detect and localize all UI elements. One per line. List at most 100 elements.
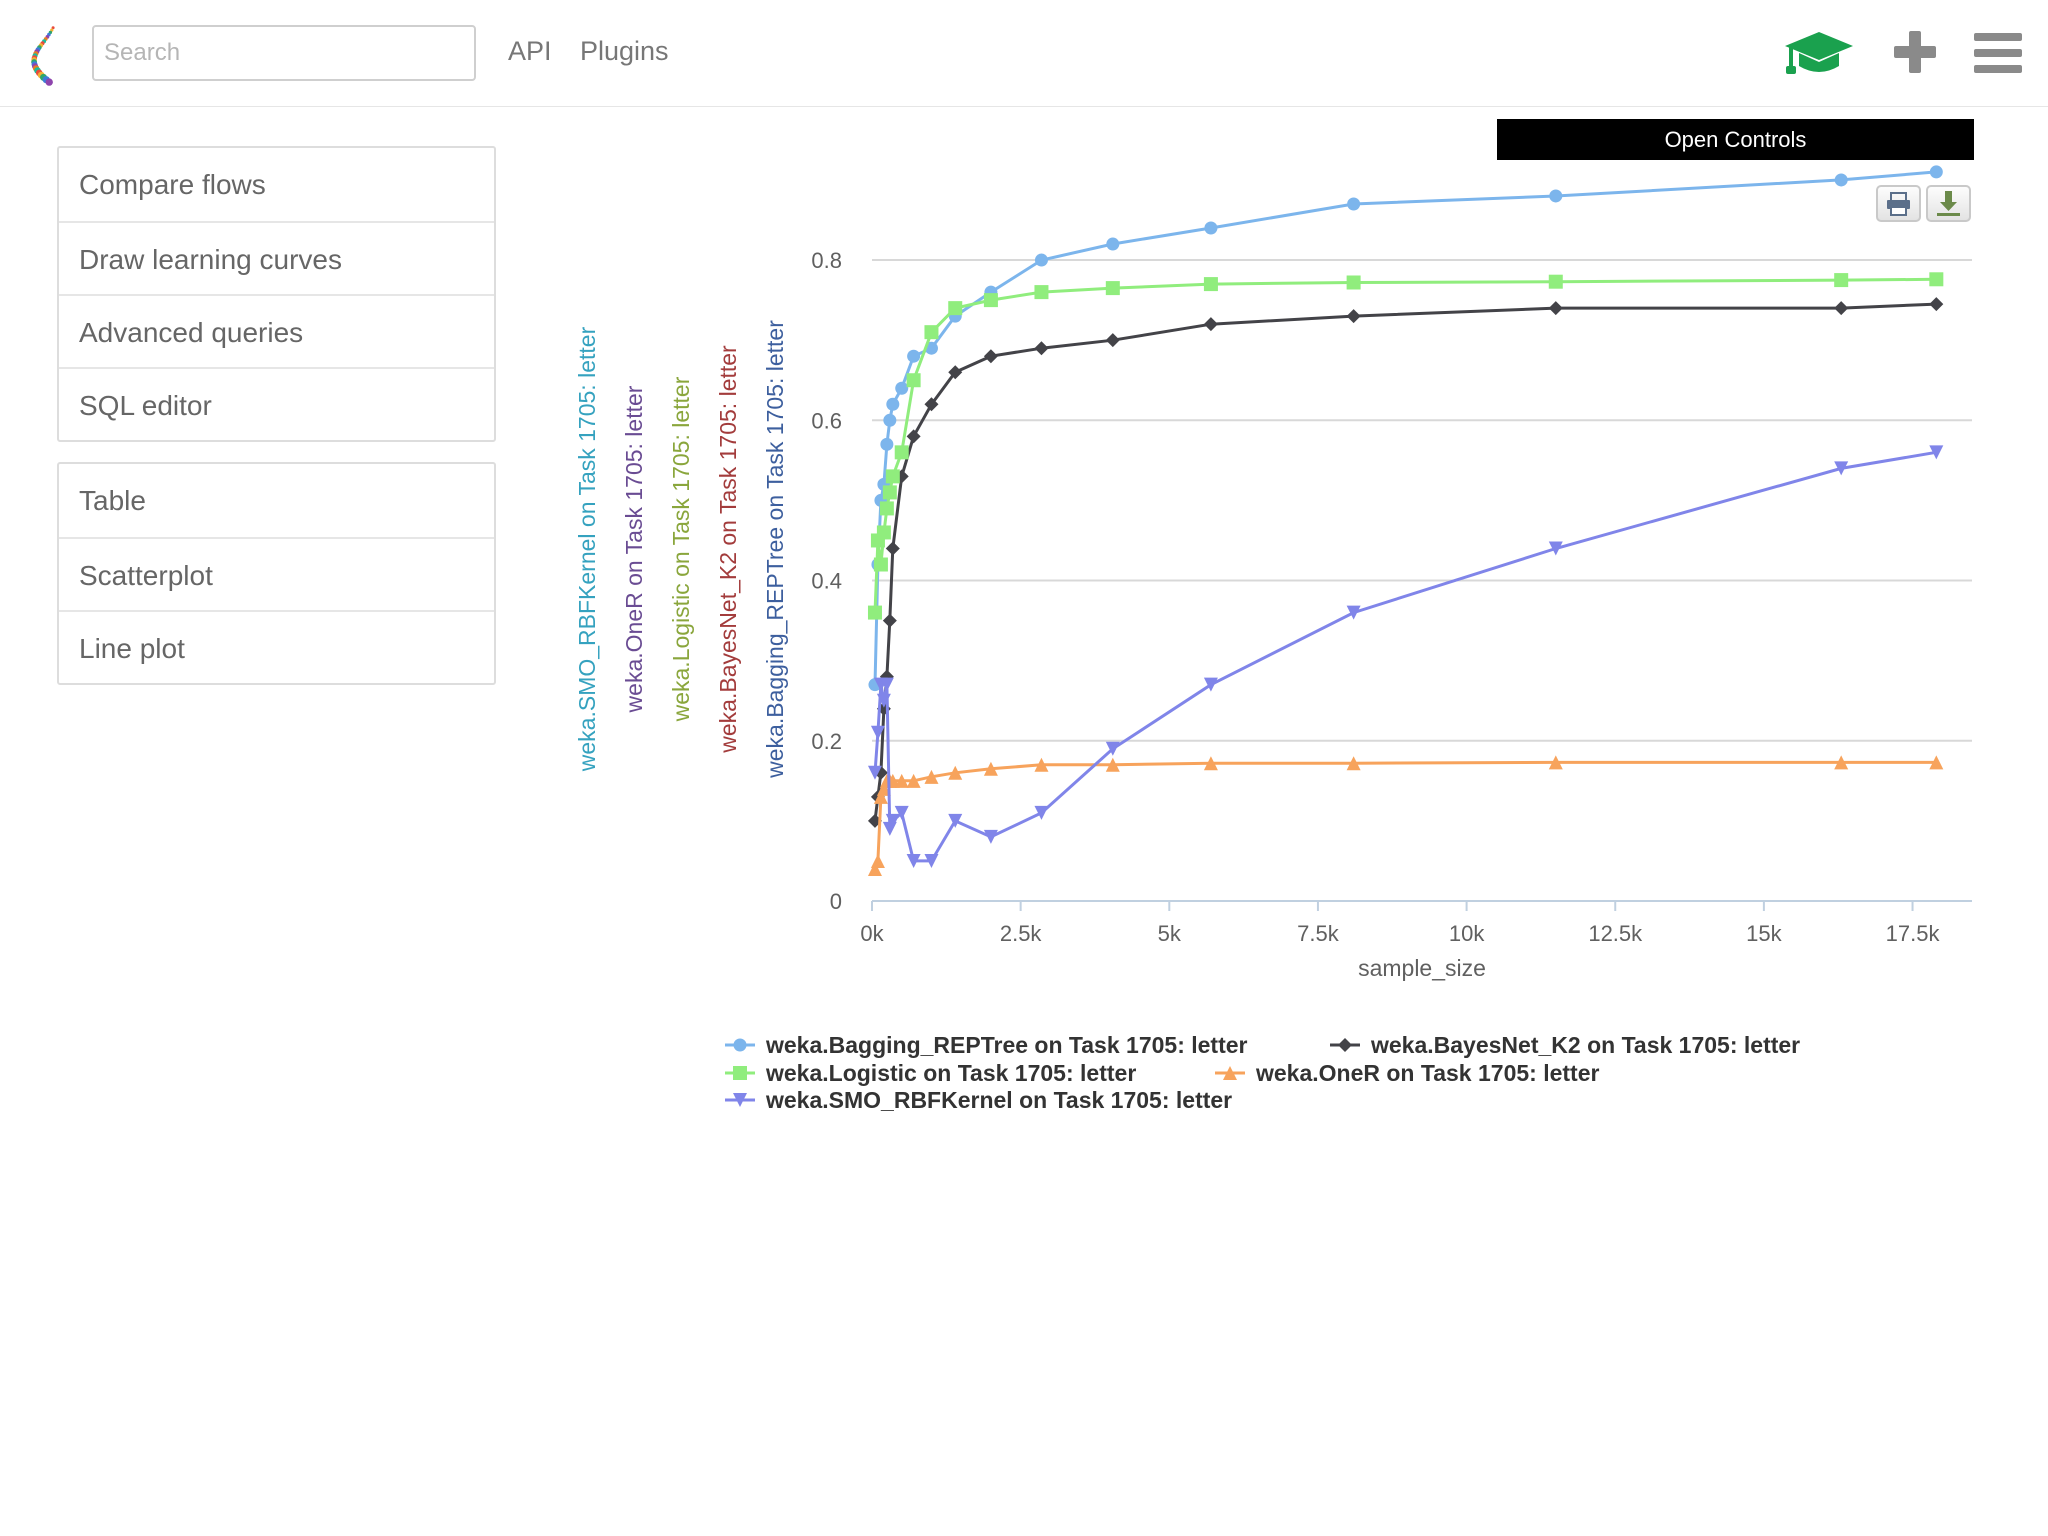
graduation-cap-icon[interactable] xyxy=(1783,28,1855,82)
data-point xyxy=(983,293,998,308)
data-point xyxy=(894,805,909,820)
x-tick-label: 12.5k xyxy=(1588,921,1643,946)
data-point xyxy=(906,429,921,444)
download-icon[interactable] xyxy=(1926,185,1971,222)
legend-label: weka.SMO_RBFKernel on Task 1705: letter xyxy=(765,1087,1232,1113)
data-point xyxy=(924,769,939,784)
data-point xyxy=(1105,281,1120,296)
data-point xyxy=(1929,445,1944,460)
data-point xyxy=(1203,677,1218,692)
y-axis-title: weka.OneR on Task 1705: letter xyxy=(621,385,647,713)
data-point xyxy=(1834,173,1848,187)
menu-icon[interactable] xyxy=(1973,31,2023,75)
sidebar-item-compare-flows[interactable]: Compare flows xyxy=(79,169,266,200)
data-point xyxy=(924,397,939,412)
nav-link-plugins[interactable]: Plugins xyxy=(580,36,669,66)
sidebar-item-line-plot[interactable]: Line plot xyxy=(59,610,494,683)
legend-marker xyxy=(733,1038,747,1052)
data-point xyxy=(1929,165,1943,179)
series-line-1 xyxy=(873,302,1937,822)
data-point xyxy=(873,557,888,572)
x-tick-label: 5k xyxy=(1158,921,1182,946)
data-point xyxy=(1203,277,1218,292)
data-point xyxy=(1034,285,1049,300)
data-point xyxy=(1929,297,1944,312)
sidebar-item-advanced-queries[interactable]: Advanced queries xyxy=(59,294,494,367)
data-point xyxy=(907,349,921,363)
data-point xyxy=(894,773,909,788)
data-point xyxy=(906,773,921,788)
data-point xyxy=(948,765,963,780)
sidebar-group-views: Table Scatterplot Line plot xyxy=(57,462,496,685)
data-point xyxy=(885,813,900,828)
sidebar-item-table[interactable]: Table xyxy=(79,485,146,516)
data-point xyxy=(1204,221,1218,235)
top-navbar: API Plugins xyxy=(0,0,2048,107)
data-point xyxy=(1548,274,1563,289)
data-point xyxy=(1034,805,1049,820)
y-tick-label: 0.8 xyxy=(811,248,842,273)
sidebar-item-draw-learning-curves[interactable]: Draw learning curves xyxy=(59,221,494,294)
data-point xyxy=(870,725,885,740)
data-point xyxy=(867,765,882,780)
data-point xyxy=(879,501,894,516)
data-point xyxy=(1834,301,1849,316)
data-point xyxy=(1548,755,1563,770)
series-line-4 xyxy=(873,450,1937,863)
y-axis-title: weka.BayesNet_K2 on Task 1705: letter xyxy=(715,345,741,754)
y-axis-title: weka.SMO_RBFKernel on Task 1705: letter xyxy=(574,326,600,772)
legend-label: weka.Bagging_REPTree on Task 1705: lette… xyxy=(765,1032,1248,1058)
data-point xyxy=(983,829,998,844)
data-point xyxy=(1834,755,1849,770)
data-point xyxy=(1346,605,1361,620)
y-axis-title: weka.Logistic on Task 1705: letter xyxy=(668,376,694,722)
data-point xyxy=(1346,309,1361,324)
y-axis-title: weka.Bagging_REPTree on Task 1705: lette… xyxy=(762,320,788,779)
plus-icon[interactable] xyxy=(1892,29,1938,75)
data-point xyxy=(880,437,894,451)
sidebar-item-scatterplot[interactable]: Scatterplot xyxy=(59,537,494,610)
y-tick-label: 0.6 xyxy=(811,408,842,433)
y-tick-label: 0 xyxy=(830,889,842,914)
x-axis-title: sample_size xyxy=(1358,955,1486,981)
search-input[interactable] xyxy=(92,25,476,81)
data-point xyxy=(873,789,888,804)
sidebar-group-analysis: Compare flows Draw learning curves Advan… xyxy=(57,146,496,442)
legend-label: weka.Logistic on Task 1705: letter xyxy=(765,1060,1136,1086)
x-tick-label: 17.5k xyxy=(1886,921,1941,946)
data-point xyxy=(1549,189,1563,203)
y-tick-label: 0.2 xyxy=(811,729,842,754)
series-line-0 xyxy=(873,170,1937,685)
sidebar-item-sql-editor[interactable]: SQL editor xyxy=(59,367,494,440)
data-point xyxy=(906,373,921,388)
data-point xyxy=(870,853,885,868)
nav-link-api[interactable]: API xyxy=(508,36,552,66)
data-point xyxy=(1548,301,1563,316)
data-point xyxy=(1034,757,1049,772)
data-point xyxy=(883,413,897,427)
open-controls-button[interactable]: Open Controls xyxy=(1497,119,1974,160)
data-point xyxy=(867,861,882,876)
data-point xyxy=(867,605,882,620)
x-tick-label: 2.5k xyxy=(1000,921,1043,946)
data-point xyxy=(894,445,909,460)
data-point xyxy=(1347,197,1361,211)
data-point xyxy=(1346,756,1361,771)
data-point xyxy=(1105,741,1120,756)
data-point xyxy=(876,525,891,540)
data-point xyxy=(1929,755,1944,770)
openml-logo[interactable] xyxy=(18,14,74,94)
data-point xyxy=(882,485,897,500)
data-point xyxy=(879,677,894,692)
data-point xyxy=(906,853,921,868)
data-point xyxy=(983,349,998,364)
data-point xyxy=(1203,756,1218,771)
data-point xyxy=(948,301,963,316)
data-point xyxy=(1203,317,1218,332)
data-point xyxy=(886,397,900,411)
data-point xyxy=(895,381,909,395)
data-point xyxy=(876,781,891,796)
print-icon[interactable] xyxy=(1876,185,1921,222)
data-point xyxy=(924,853,939,868)
